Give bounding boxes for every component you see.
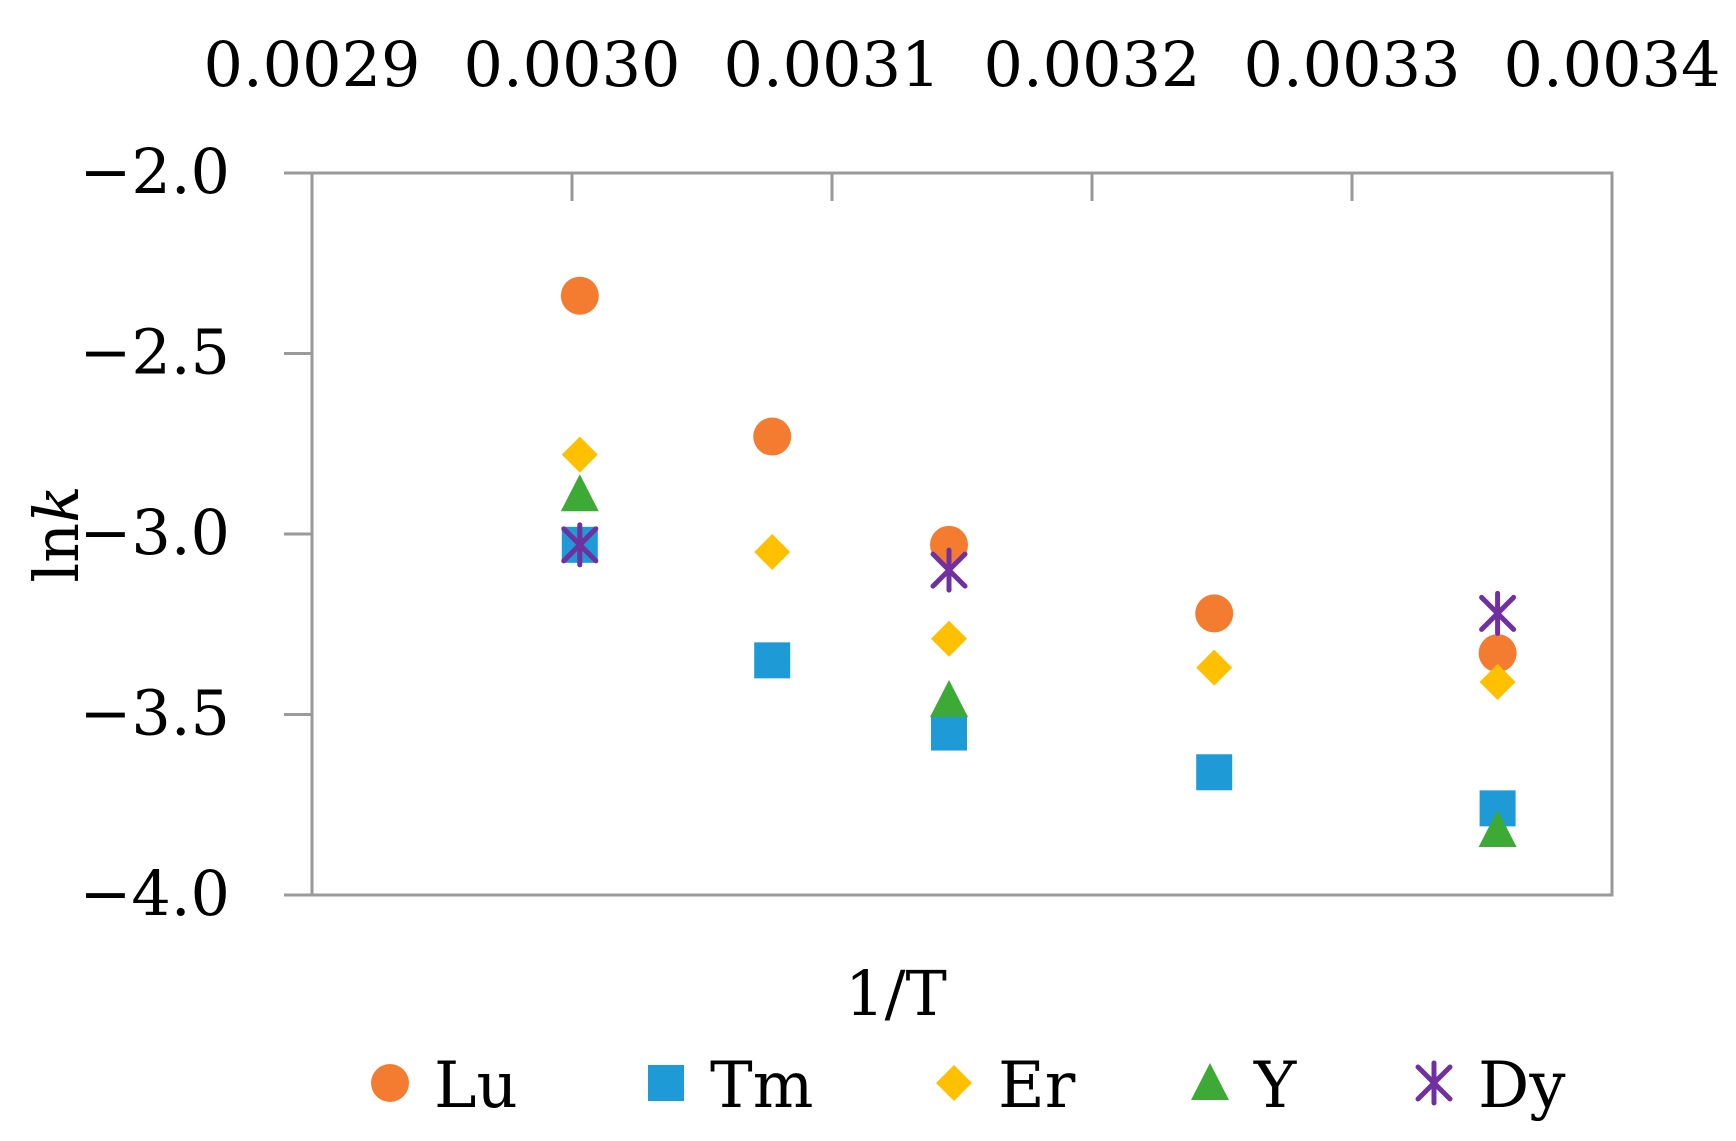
data-point-lu bbox=[1478, 634, 1517, 673]
x-axis-label: 1/T bbox=[845, 957, 947, 1030]
legend-marker-er bbox=[936, 1065, 972, 1101]
data-point-lu bbox=[1195, 594, 1234, 633]
data-point-er bbox=[931, 620, 967, 657]
data-point-er bbox=[1196, 649, 1233, 686]
x-tick-label: 0.0029 bbox=[204, 28, 421, 101]
data-point-y bbox=[930, 680, 968, 718]
data-point-dy bbox=[1479, 590, 1517, 636]
data-point-er bbox=[754, 534, 791, 571]
x-tick-label: 0.0034 bbox=[1504, 28, 1721, 101]
y-axis-label: lnk bbox=[20, 485, 93, 582]
data-point-lu bbox=[560, 276, 599, 315]
x-tick-label: 0.0033 bbox=[1244, 28, 1461, 101]
data-point-dy bbox=[561, 522, 599, 568]
legend-label-tm: Tm bbox=[710, 1049, 813, 1123]
data-point-er bbox=[1479, 664, 1516, 701]
legend-label-dy: Dy bbox=[1478, 1049, 1565, 1123]
legend-marker-lu bbox=[371, 1064, 409, 1102]
x-axis: 0.0029 0.0030 0.0031 0.0032 0.0033 0.0034 bbox=[204, 28, 1721, 201]
data-point-lu bbox=[753, 417, 792, 456]
data-point-tm bbox=[1196, 754, 1233, 791]
data-point-y bbox=[560, 474, 599, 512]
legend-label-lu: Lu bbox=[434, 1049, 518, 1123]
legend-label-er: Er bbox=[998, 1049, 1076, 1123]
legend-label-y: Y bbox=[1253, 1049, 1297, 1123]
y-tick-label: −2.5 bbox=[79, 316, 230, 389]
data-points bbox=[560, 276, 1517, 848]
y-axis: −2.0 −2.5 −3.0 −3.5 −4.0 bbox=[79, 135, 312, 930]
data-point-er bbox=[561, 436, 598, 473]
data-point-lu bbox=[930, 525, 968, 564]
legend-marker-dy bbox=[1415, 1060, 1453, 1106]
y-tick-label: −3.5 bbox=[79, 677, 230, 750]
data-point-tm bbox=[931, 714, 967, 751]
x-tick-label: 0.0032 bbox=[984, 28, 1201, 101]
x-tick-label: 0.0031 bbox=[724, 28, 941, 101]
data-point-y bbox=[1478, 810, 1517, 848]
data-point-tm bbox=[754, 642, 791, 679]
y-axis-label-main: ln bbox=[20, 523, 93, 583]
y-axis-label-italic: k bbox=[20, 485, 93, 523]
legend: Lu Tm Er Y Dy bbox=[371, 1049, 1565, 1123]
y-tick-label: −4.0 bbox=[79, 857, 230, 930]
legend-marker-tm bbox=[648, 1065, 684, 1101]
x-tick-label: 0.0030 bbox=[464, 28, 681, 101]
legend-marker-y bbox=[1191, 1063, 1229, 1100]
data-point-dy bbox=[930, 547, 968, 593]
y-tick-label: −2.0 bbox=[79, 135, 230, 208]
y-tick-label: −3.0 bbox=[79, 496, 230, 569]
